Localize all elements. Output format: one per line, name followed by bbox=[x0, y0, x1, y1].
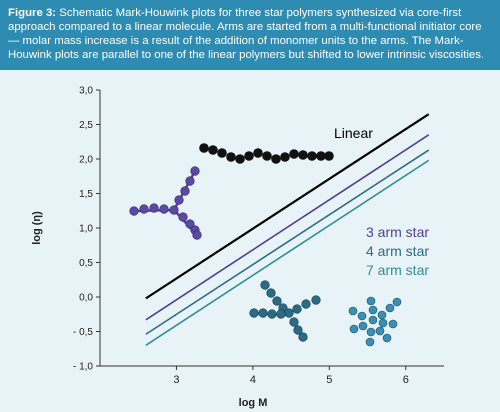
series-line-7-arm bbox=[145, 159, 430, 346]
y-tick-label: 3,0 bbox=[79, 86, 93, 97]
series-line-4-arm bbox=[145, 149, 430, 335]
x-tick-label: 3 bbox=[173, 374, 179, 386]
x-axis-label: log M bbox=[239, 397, 268, 409]
series-label-7-arm: 7 arm star bbox=[366, 262, 429, 278]
series-line-3-arm bbox=[145, 134, 430, 321]
y-ticks: - 1,0 - 0,5 0,0 0,5 1,0 1,5 2,0 2,5 3,0 bbox=[73, 86, 100, 373]
y-tick-label: 1,0 bbox=[79, 224, 93, 235]
y-tick-label: 1,5 bbox=[79, 189, 93, 200]
series-label-3-arm: 3 arm star bbox=[366, 224, 429, 240]
series-lines bbox=[145, 113, 430, 346]
four-arm-star-illustration bbox=[249, 280, 321, 342]
y-tick-label: 0,0 bbox=[79, 293, 93, 304]
figure-caption: Figure 3: Schematic Mark-Houwink plots f… bbox=[0, 0, 500, 70]
chart-area: - 1,0 - 0,5 0,0 0,5 1,0 1,5 2,0 2,5 3,0 3 4 5 6 log… bbox=[0, 70, 500, 412]
x-ticks: 3 4 5 6 bbox=[173, 366, 409, 386]
y-axis-label: log (η) bbox=[31, 211, 43, 245]
caption-label: Figure 3: bbox=[8, 7, 57, 19]
y-tick-label: 2,0 bbox=[79, 155, 93, 166]
linear-chain-illustration bbox=[199, 143, 334, 164]
y-tick-label: 2,5 bbox=[79, 120, 93, 131]
seven-arm-star-illustration bbox=[348, 296, 402, 347]
series-label-linear: Linear bbox=[334, 125, 373, 141]
series-label-4-arm: 4 arm star bbox=[366, 243, 429, 259]
x-tick-label: 6 bbox=[403, 374, 409, 386]
mark-houwink-plot: - 1,0 - 0,5 0,0 0,5 1,0 1,5 2,0 2,5 3,0 3 4 5 6 log… bbox=[31, 86, 444, 409]
caption-text: Schematic Mark-Houwink plots for three s… bbox=[8, 7, 485, 61]
three-arm-star-illustration bbox=[129, 166, 202, 240]
y-tick-label: - 1,0 bbox=[73, 362, 93, 373]
series-line-linear bbox=[145, 113, 430, 300]
x-tick-label: 4 bbox=[250, 374, 256, 386]
y-tick-label: 0,5 bbox=[79, 258, 93, 269]
y-tick-label: - 0,5 bbox=[73, 327, 93, 338]
x-tick-label: 5 bbox=[326, 374, 332, 386]
